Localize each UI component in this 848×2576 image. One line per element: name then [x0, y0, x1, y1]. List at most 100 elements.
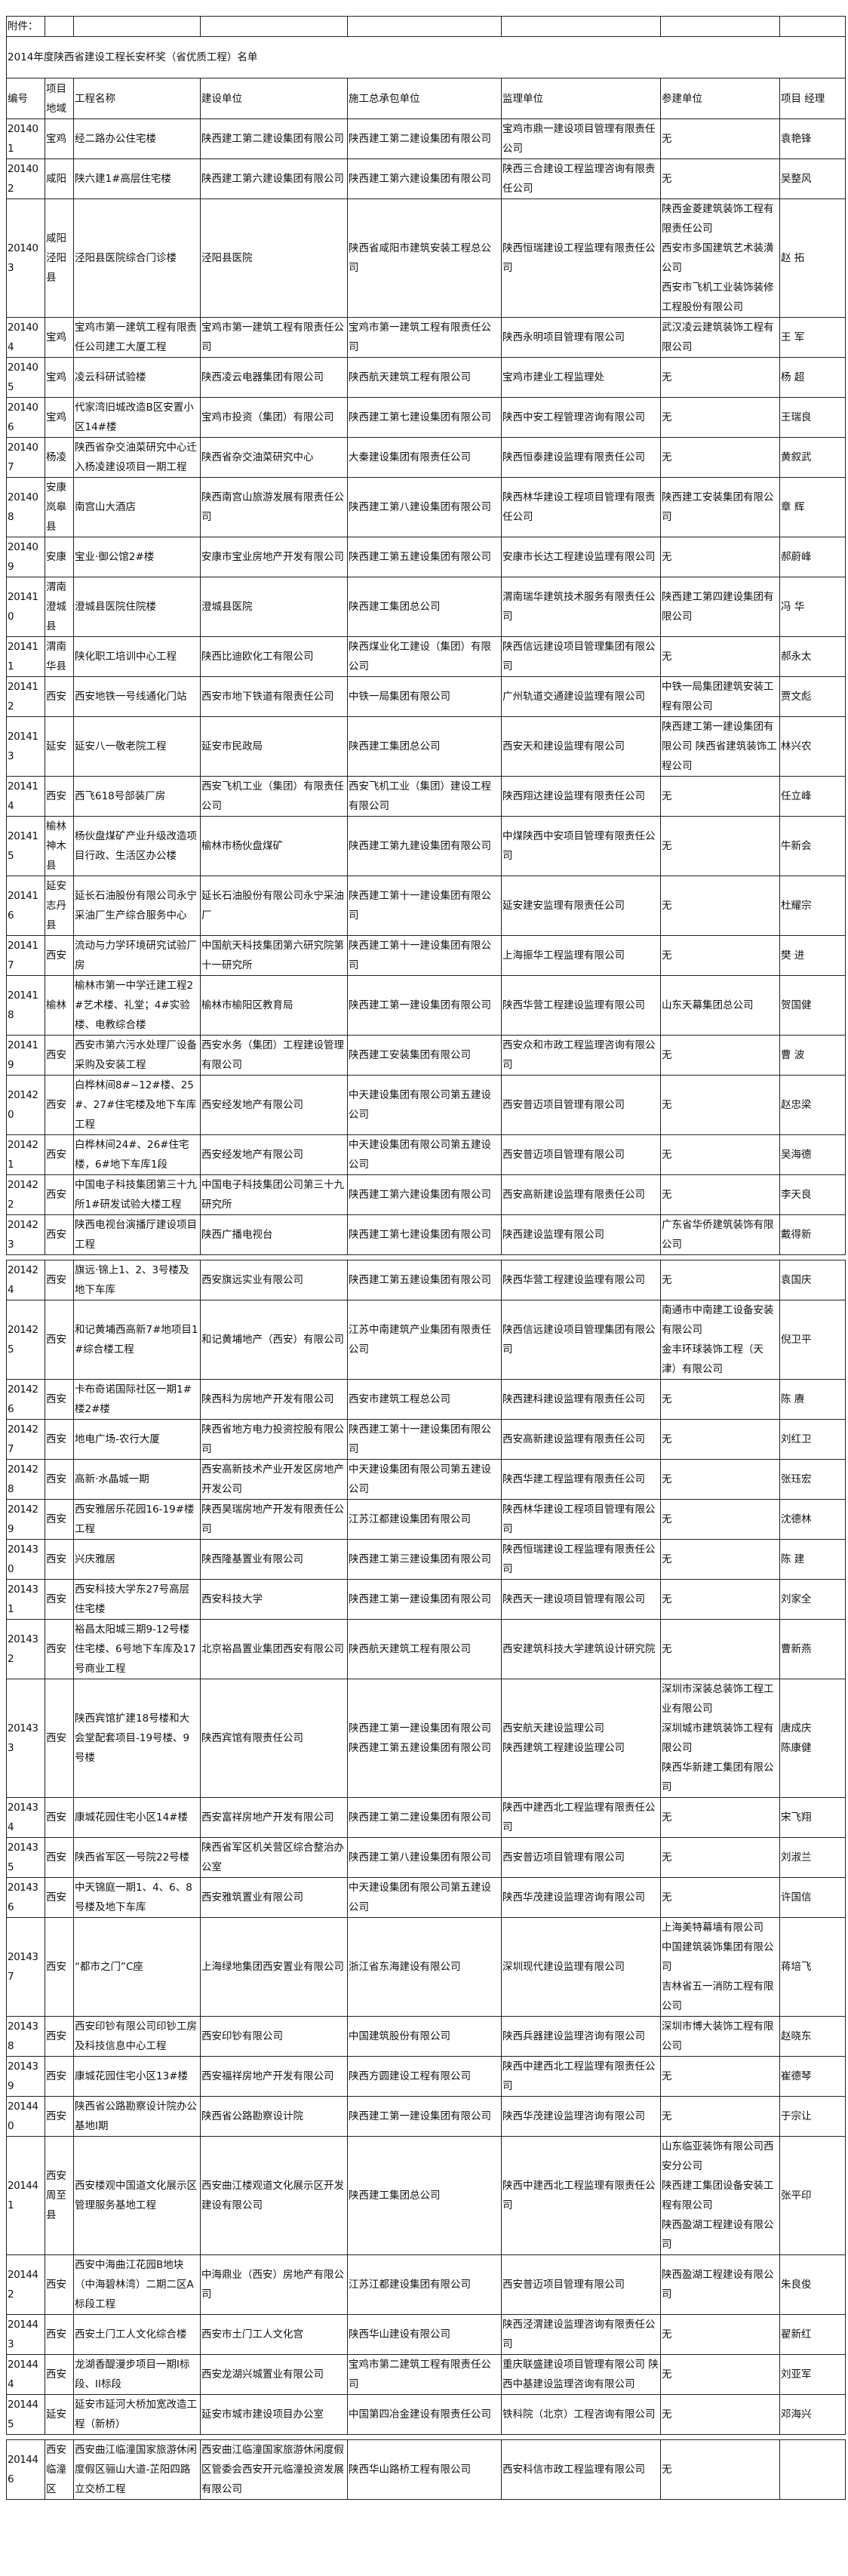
cell-builder: 西安印钞有限公司 — [200, 2016, 348, 2057]
table-row: 201408 安康岚皋县 南宫山大酒店 陕西南宫山旅游发展有限责任公司 陕西建工第八建设… — [6, 477, 846, 537]
cell-contractor: 中天建设集团有限公司第五建设公司 — [347, 1075, 502, 1135]
cell-id: 201445 — [6, 2394, 45, 2435]
cell-builder: 陕西隆基置业有限公司 — [200, 1539, 348, 1580]
cell-id: 201407 — [6, 437, 45, 478]
table-row: 201418 榆林 榆林市第一中学迁建工程2#艺术楼、礼堂；4#实验楼、电教综合楼榆… — [6, 975, 846, 1036]
cell-participant: 无 — [660, 357, 780, 398]
cell-project-name: 宝鸡市第一建筑工程有限责任公司建工大厦工程 — [73, 317, 201, 358]
table-row: 201433 西安 陕西宾馆扩建18号楼和大会堂配套项目-19号楼、9号楼 陕西宾馆有… — [6, 1679, 846, 1798]
cell-region: 西安 — [45, 1499, 74, 1540]
cell-builder: 宝鸡市第一建筑工程有限责任公司 — [200, 317, 348, 358]
cell-manager: 郝蔚峰 — [779, 537, 846, 577]
cell-builder: 中国电子科技集团公司第三十九研究所 — [200, 1174, 348, 1215]
cell-project-name: 白桦林间24#、26#住宅楼，6#地下车库1段 — [73, 1134, 201, 1175]
cell-builder: 延安市城市建设项目办公室 — [200, 2394, 348, 2435]
cell-supervisor: 西安建筑科技大学建筑设计研究院 — [501, 1619, 661, 1679]
cell-manager: 于宗让 — [779, 2096, 846, 2137]
cell-manager: 唐成庆 陈康健 — [779, 1679, 846, 1798]
attachment-label: 附件： — [6, 16, 45, 37]
cell-contractor: 陕西建工第五建设集团有限公司 — [347, 1260, 502, 1300]
cell-region: 宝鸡 — [45, 357, 74, 398]
cell-supervisor: 上海振华工程监理有限公司 — [501, 935, 661, 976]
table-row: 201403 咸阳泾阳县 泾阳县医院综合门诊楼 泾阳县医院 陕西省咸阳市建筑安装工程总公… — [6, 199, 846, 318]
cell-supervisor: 陕西信远建设项目管理集团有限公司 — [501, 1300, 661, 1380]
table-row: 201434 西安 康城花园住宅小区14#楼 西安富祥房地产开发有限公司 陕西建工第二建… — [6, 1797, 846, 1838]
cell-id: 201423 — [6, 1214, 45, 1255]
cell-region: 西安 — [45, 2096, 74, 2137]
table-row: 201422 西安 中国电子科技集团第三十九所1#研发试验大楼工程 中国电子科技集团公… — [6, 1174, 846, 1215]
cell-manager: 杨 超 — [779, 357, 846, 398]
cell-project-name: 代家湾旧城改造B区安置小区14#楼 — [73, 397, 201, 438]
cell-participant: 山东天幕集团总公司 — [660, 975, 780, 1036]
header-participant: 参建单位 — [660, 78, 780, 119]
cell-region: 安康 — [45, 537, 74, 577]
table-row: 201409 安康 宝业·御公馆2#楼 安康市宝业房地产开发有限公司 陕西建工第五建设集… — [6, 537, 846, 577]
cell-region: 西安 — [45, 935, 74, 976]
cell-supervisor: 西安天和建设监理有限公司 — [501, 716, 661, 777]
cell-region: 西安 — [45, 1917, 74, 2017]
cell-contractor: 中国建筑股份有限公司 — [347, 2016, 502, 2057]
table-row: 201431 西安 西安科技大学东27号高层住宅楼 西安科技大学 陕西建工第一建设集团有… — [6, 1579, 846, 1620]
cell-supervisor: 陕西天一建设项目管理有限公司 — [501, 1579, 661, 1620]
cell-id: 201418 — [6, 975, 45, 1036]
header-contractor: 施工总承包单位 — [347, 78, 502, 119]
cell-supervisor: 重庆联盛建设项目管理有限公司 陕西中基建设监理咨询有限公司 — [501, 2354, 661, 2395]
cell-manager — [779, 2439, 846, 2500]
cell-manager: 樊 进 — [779, 935, 846, 976]
cell-participant: 无 — [660, 816, 780, 876]
empty-cell — [660, 16, 780, 37]
cell-contractor: 陕西建工第三建设集团有限公司 — [347, 1539, 502, 1580]
cell-builder: 上海绿地集团西安置业有限公司 — [200, 1917, 348, 2017]
cell-region: 西安 — [45, 1539, 74, 1580]
cell-id: 201408 — [6, 477, 45, 537]
cell-supervisor: 西安普迈项目管理有限公司 — [501, 2254, 661, 2315]
cell-participant: 无 — [660, 776, 780, 817]
table-row: 201421 西安 白桦林间24#、26#住宅楼，6#地下车库1段 西安经发地产有限公… — [6, 1134, 846, 1175]
cell-id: 201402 — [6, 158, 45, 199]
table-row: 201441 西安周至县 西安楼观中国道文化展示区管理服务基地工程 西安曲江楼观道文化… — [6, 2136, 846, 2255]
cell-contractor: 中天建设集团有限公司第五建设公司 — [347, 1459, 502, 1500]
table-row: 201415 榆林神木县 杨伙盘煤矿产业升级改造项目行政、生活区办公楼 榆林市杨伙盘煤… — [6, 816, 846, 876]
cell-project-name: 龙湖香醍漫步项目一期I标段、II标段 — [73, 2354, 201, 2395]
cell-contractor: 陕西方圆建设工程有限公司 — [347, 2056, 502, 2097]
cell-project-name: 西安曲江临潼国家旅游休闲度假区骊山大道-芷阳四路立交桥工程 — [73, 2439, 201, 2500]
cell-contractor: 陕西建工第二建设集团有限公司 — [347, 1797, 502, 1838]
cell-project-name: 西安科技大学东27号高层住宅楼 — [73, 1579, 201, 1620]
cell-contractor: 陕西航天建筑工程有限公司 — [347, 1619, 502, 1679]
cell-id: 201428 — [6, 1459, 45, 1500]
cell-region: 宝鸡 — [45, 118, 74, 159]
cell-contractor: 陕西建工第八建设集团有限公司 — [347, 1837, 502, 1878]
cell-supervisor: 西安众和市政工程监理咨询有限公司 — [501, 1035, 661, 1076]
page-break-cell — [6, 2434, 846, 2440]
cell-region: 西安 — [45, 1837, 74, 1878]
cell-region: 西安 — [45, 1035, 74, 1076]
table-row: 201444 西安 龙湖香醍漫步项目一期I标段、II标段 西安龙湖兴城置业有限公司 宝鸡… — [6, 2354, 846, 2395]
cell-participant: 无 — [660, 537, 780, 577]
table-row: 201420 西安 白桦林间8#~12#楼、25#、27#住宅楼及地下车库工程 西安经… — [6, 1075, 846, 1135]
cell-project-name: 西安楼观中国道文化展示区管理服务基地工程 — [73, 2136, 201, 2255]
cell-id: 201410 — [6, 577, 45, 637]
empty-cell — [73, 16, 201, 37]
cell-builder: 延长石油股份有限公司永宁采油厂 — [200, 876, 348, 936]
cell-project-name: 西飞618号部装厂房 — [73, 776, 201, 817]
table-row: 201438 西安 西安印钞有限公司印钞工房及科技信息中心工程 西安印钞有限公司 中国建… — [6, 2016, 846, 2057]
cell-supervisor: 陕西华茂建设监理咨询有限公司 — [501, 2096, 661, 2137]
cell-manager: 邓海兴 — [779, 2394, 846, 2435]
empty-cell — [200, 16, 348, 37]
cell-contractor: 陕西华山路桥工程有限公司 — [347, 2439, 502, 2500]
cell-manager: 许国信 — [779, 1877, 846, 1918]
cell-id: 201424 — [6, 1260, 45, 1300]
cell-project-name: 地电广场-农行大厦 — [73, 1419, 201, 1460]
cell-project-name: 白桦林间8#~12#楼、25#、27#住宅楼及地下车库工程 — [73, 1075, 201, 1135]
document-page: 附件： 2014年度陕西省建设工程长安杯奖（省优质工程）名单 编号 项目地域 工… — [6, 16, 846, 2500]
cell-builder: 榆林市杨伙盘煤矿 — [200, 816, 348, 876]
cell-supervisor: 陕西中安工程管理咨询有限公司 — [501, 397, 661, 438]
cell-contractor: 陕西建工第六建设集团有限公司 — [347, 158, 502, 199]
cell-region: 延安志丹县 — [45, 876, 74, 936]
cell-supervisor: 铁科院（北京）工程咨询有限公司 — [501, 2394, 661, 2435]
cell-id: 201443 — [6, 2314, 45, 2355]
cell-project-name: 南宫山大酒店 — [73, 477, 201, 537]
cell-manager: 贺国健 — [779, 975, 846, 1036]
table-row: 201405 宝鸡 凌云科研试验楼 陕西凌云电器集团有限公司 陕西航天建筑工程有限公司宝… — [6, 357, 846, 398]
cell-project-name: 流动与力学环境研究试验厂房 — [73, 935, 201, 976]
